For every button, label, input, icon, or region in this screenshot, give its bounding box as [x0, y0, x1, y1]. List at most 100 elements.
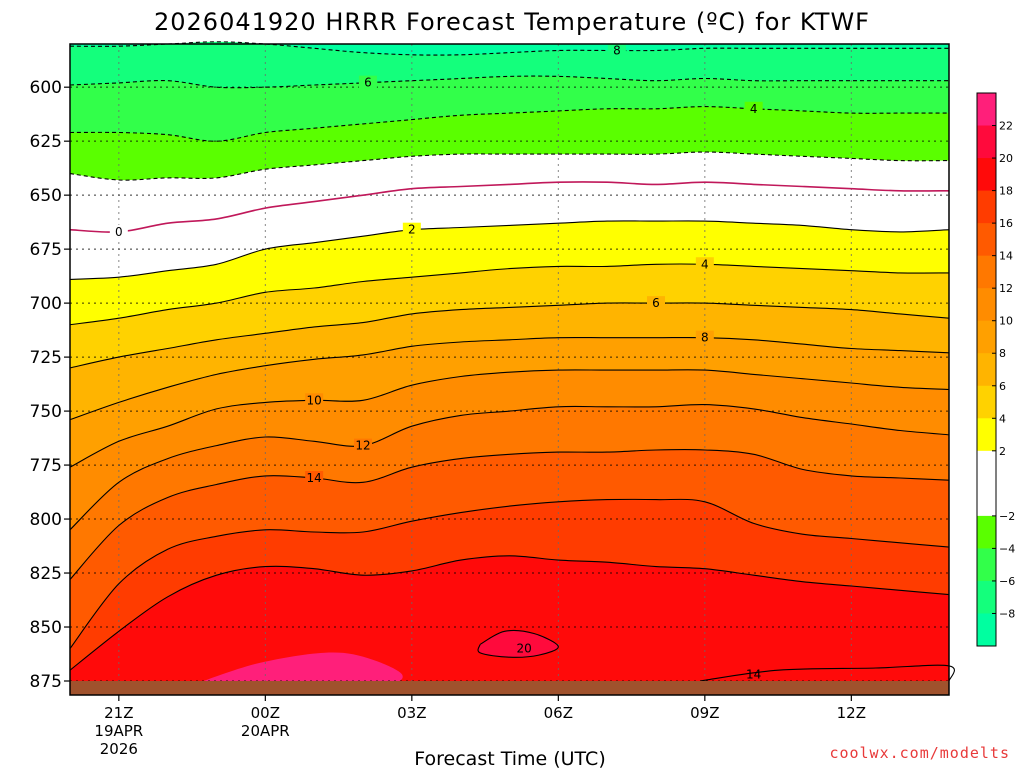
contour-line--4: [69, 106, 949, 142]
y-tick-label-800: 800: [30, 510, 62, 530]
colorbar-bin-18: [977, 158, 996, 192]
y-tick-label-825: 825: [30, 564, 62, 584]
colorbar-bin--10: [977, 613, 996, 647]
contour-line-14-surface: [699, 664, 955, 682]
contour-label-8: 8: [701, 331, 709, 345]
colorbar-bin-10: [977, 288, 996, 322]
contour-line-0: [69, 181, 950, 233]
colorbar-bin-6: [977, 353, 996, 387]
colorbar-bin-4: [977, 385, 996, 419]
colorbar-label--8: −8: [999, 607, 1015, 620]
colorbar-bin--6: [977, 548, 996, 582]
contour-line-4: [69, 263, 950, 326]
contour-line-12: [69, 404, 950, 531]
colorbar-bin-22: [977, 93, 996, 127]
contour-label-4: 4: [701, 257, 709, 271]
colorbar-bin--2: [977, 483, 996, 517]
contour-label-bg-0: [109, 224, 128, 238]
plot-frame: [69, 43, 950, 696]
colorbar-label-10: 10: [999, 315, 1013, 328]
colorbar-label-2: 2: [999, 445, 1006, 458]
colorbar-bin--4: [977, 515, 996, 549]
colorbar-bin-8: [977, 320, 996, 354]
x-tick-date-00Z: 20APR: [241, 722, 290, 740]
contour-lines: [69, 41, 955, 682]
contour-label-bg-14: [305, 471, 324, 485]
contour-label-20: 20: [517, 642, 532, 656]
colorbar-bin-14: [977, 223, 996, 257]
contour-label--6: 6: [364, 76, 372, 90]
colorbar-label--6: −6: [999, 575, 1015, 588]
contour-line--6: [69, 75, 949, 89]
contour-label-bg-12: [354, 438, 372, 452]
credit-link[interactable]: coolwx.com/modelts: [829, 744, 1010, 762]
colorbar-label--4: −4: [999, 542, 1015, 555]
y-tick-label-725: 725: [30, 348, 62, 368]
colorbar-label-20: 20: [999, 152, 1013, 165]
contour-label--8: 8: [613, 43, 621, 57]
colorbar-label-6: 6: [999, 380, 1006, 393]
x-tick-date-21Z: 19APR: [94, 722, 143, 740]
contour-label-bg--6: [358, 75, 377, 89]
contour-label-bg-4: [695, 257, 714, 271]
x-tick-label-00Z: 00Z: [251, 704, 280, 722]
y-tick-label-750: 750: [30, 402, 62, 422]
y-axis: 600 625 650 675 700 725 750 775 800 825 850 875: [30, 78, 70, 692]
contour-line-10: [69, 369, 950, 468]
contour-label-bg--4: [744, 101, 763, 115]
contour-line-16: [69, 498, 950, 649]
colorbar-bin--8: [977, 580, 996, 614]
temperature-fill: [70, 41, 949, 696]
x-tick-label-12Z: 12Z: [837, 704, 866, 722]
contour-label-14-surface: 14: [746, 668, 761, 682]
colorbar-label-8: 8: [999, 347, 1006, 360]
y-tick-label-625: 625: [30, 132, 62, 152]
contour-label-6: 6: [652, 296, 660, 310]
chart-title: 2026041920 HRRR Forecast Temperature (ºC…: [154, 8, 870, 36]
colorbar-frame: [976, 92, 997, 647]
y-tick-label-700: 700: [30, 294, 62, 314]
contour-line-18: [69, 555, 950, 671]
contour-label-bg-10: [305, 393, 324, 407]
colorbar-label-4: 4: [999, 412, 1006, 425]
x-tick-year-21Z: 2026: [100, 740, 138, 758]
colorbar: 22 20 18 16 14 12 10 8 6 4 2 −2 −4 −6 −8: [976, 92, 1015, 647]
contour-label-2: 2: [408, 223, 416, 237]
y-tick-label-875: 875: [30, 672, 62, 692]
contour-label-10: 10: [307, 393, 322, 407]
x-tick-label-06Z: 06Z: [544, 704, 573, 722]
contour-label-12: 12: [355, 439, 370, 453]
y-tick-label-600: 600: [30, 78, 62, 98]
contour-label-bg-2: [402, 222, 421, 236]
colorbar-label-22: 22: [999, 120, 1013, 133]
terrain-band: [70, 681, 949, 695]
colorbar-label-12: 12: [999, 282, 1013, 295]
colorbar-label-18: 18: [999, 185, 1013, 198]
contour-line-14: [69, 448, 950, 580]
x-tick-label-21Z: 21Z: [104, 704, 133, 722]
contour-labels: 8 6 4 0 2 4 6 8 10 12 14 20 14: [109, 43, 763, 682]
colorbar-label-14: 14: [999, 250, 1013, 263]
y-tick-label-650: 650: [30, 186, 62, 206]
x-axis-label: Forecast Time (UTC): [414, 748, 605, 768]
contour-line-8: [69, 336, 950, 421]
x-tick-label-03Z: 03Z: [397, 704, 426, 722]
band-fill-22: [197, 652, 403, 689]
y-tick-label-775: 775: [30, 456, 62, 476]
contour-label-bg-20: [515, 641, 534, 655]
x-tick-label-09Z: 09Z: [690, 704, 719, 722]
contour-label-bg-8: [695, 330, 714, 344]
contour-label-bg-6: [647, 296, 665, 310]
colorbar-label--2: −2: [999, 510, 1015, 523]
contour-line-20: [477, 629, 559, 658]
contour-label--4: 4: [750, 102, 758, 116]
contour-label-bg--8: [607, 43, 626, 57]
contour-line--2: [69, 151, 950, 181]
colorbar-label-16: 16: [999, 217, 1013, 230]
contour-line-6: [69, 302, 950, 369]
colorbar-bin-0: [977, 450, 996, 484]
contour-label-0: 0: [115, 225, 123, 239]
colorbar-bin-20: [977, 125, 996, 159]
